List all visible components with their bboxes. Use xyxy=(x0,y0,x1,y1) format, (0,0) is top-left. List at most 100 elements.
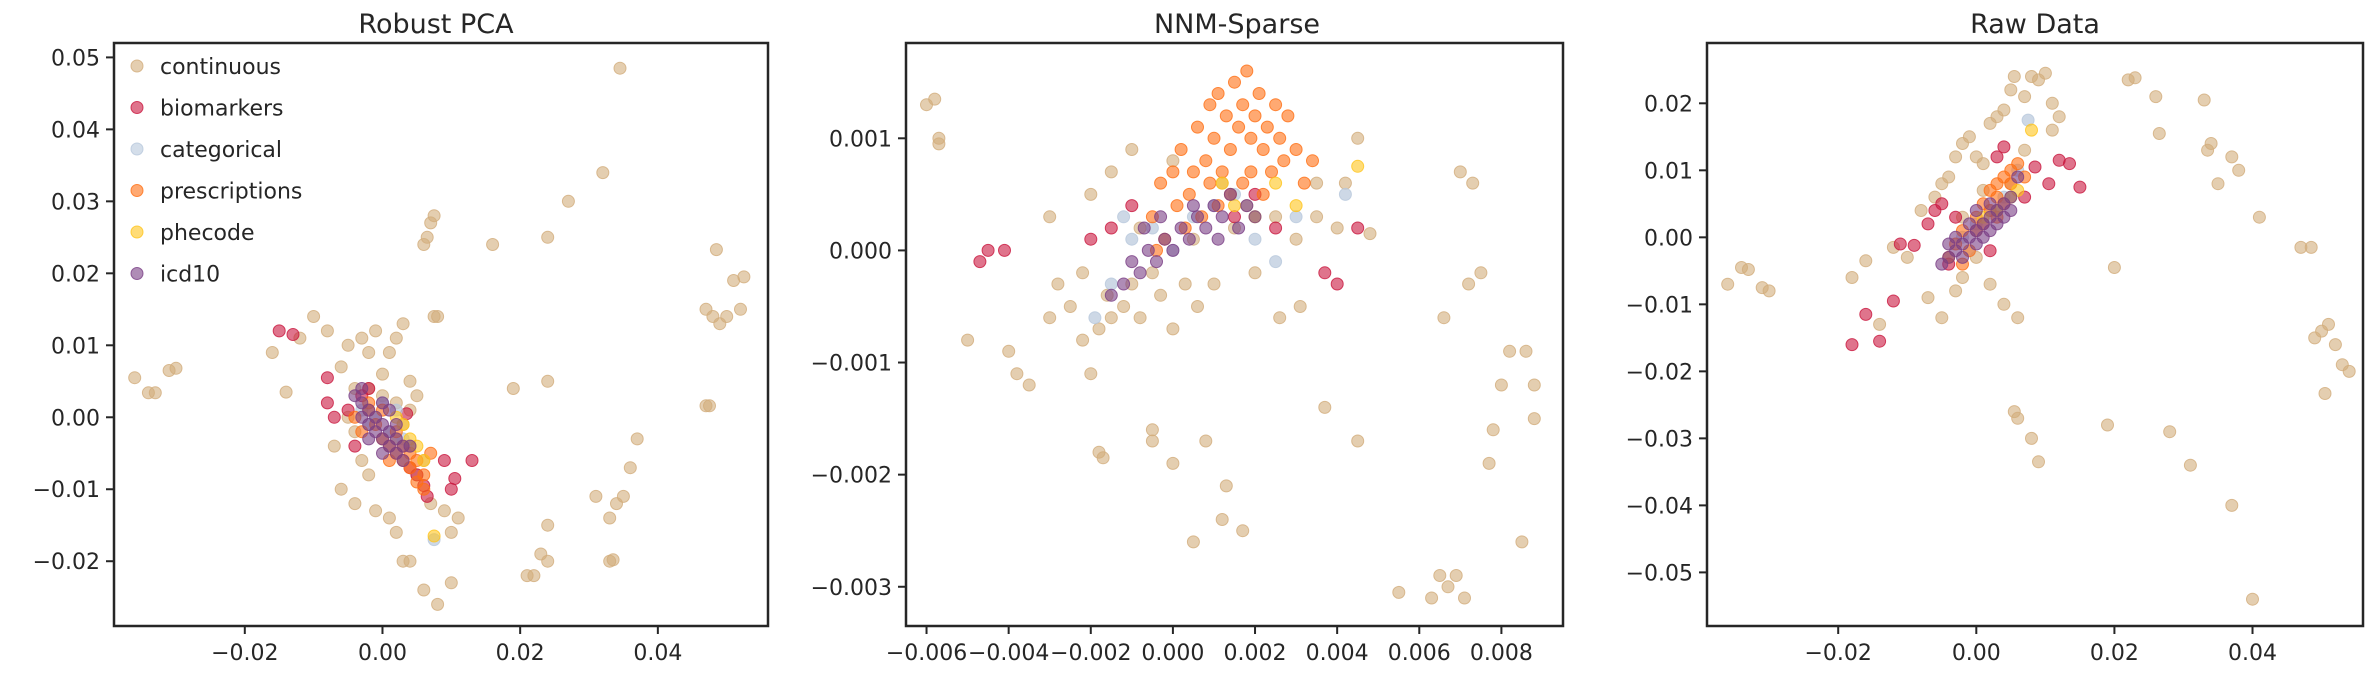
point-biomarkers xyxy=(1330,277,1344,291)
y-tick-label: −0.01 xyxy=(1626,293,1693,318)
point-icd10 xyxy=(1207,199,1221,213)
point-biomarkers xyxy=(1893,237,1907,251)
point-prescriptions xyxy=(1240,64,1254,78)
point-icd10 xyxy=(1154,210,1168,224)
point-icd10 xyxy=(1240,199,1254,213)
legend-marker-categorical xyxy=(130,142,144,156)
point-categorical xyxy=(1088,311,1102,325)
point-continuous xyxy=(1462,277,1476,291)
point-icd10 xyxy=(2004,190,2018,204)
subplot-title: Robust PCA xyxy=(358,9,514,40)
point-continuous xyxy=(1191,300,1204,313)
point-biomarkers xyxy=(2028,160,2042,174)
point-continuous xyxy=(1248,266,1262,280)
point-biomarkers xyxy=(1084,232,1098,246)
y-tick-label: 0.001 xyxy=(829,127,892,152)
point-biomarkers xyxy=(1318,266,1332,280)
point-continuous xyxy=(2328,338,2342,352)
y-tick-label: 0.000 xyxy=(829,239,892,264)
point-prescriptions xyxy=(1174,143,1188,156)
point-continuous xyxy=(2304,240,2318,254)
point-continuous xyxy=(1474,266,1488,280)
y-tick-label: −0.003 xyxy=(811,576,892,601)
point-continuous xyxy=(630,432,644,446)
x-tick-label: −0.006 xyxy=(886,641,967,666)
point-prescriptions xyxy=(1289,143,1303,156)
point-continuous xyxy=(1076,333,1090,347)
point-continuous xyxy=(2149,90,2163,104)
point-biomarkers xyxy=(973,255,987,269)
point-continuous xyxy=(355,454,369,467)
point-continuous xyxy=(1010,367,1024,381)
point-prescriptions xyxy=(417,482,431,496)
point-continuous xyxy=(2183,458,2197,472)
x-tick-label: −0.004 xyxy=(968,641,1049,666)
point-prescriptions xyxy=(1277,154,1291,168)
point-biomarkers xyxy=(320,396,334,410)
point-continuous xyxy=(348,497,362,511)
point-phecode xyxy=(1289,199,1303,213)
y-tick-label: −0.02 xyxy=(33,550,100,575)
point-icd10 xyxy=(1104,288,1118,302)
point-continuous xyxy=(1236,524,1250,538)
point-prescriptions xyxy=(1211,87,1225,100)
point-continuous xyxy=(410,389,424,403)
scatter-points xyxy=(1721,66,2356,606)
point-continuous xyxy=(128,371,142,385)
point-continuous xyxy=(1104,311,1118,325)
point-continuous xyxy=(1741,263,1755,276)
point-continuous xyxy=(616,489,630,503)
point-biomarkers xyxy=(444,482,458,496)
point-continuous xyxy=(396,317,410,331)
point-icd10 xyxy=(362,432,376,446)
point-continuous xyxy=(1466,176,1480,190)
point-continuous xyxy=(2246,592,2259,606)
point-continuous xyxy=(1997,103,2011,117)
point-continuous xyxy=(334,482,348,496)
point-biomarkers xyxy=(1990,150,2004,164)
point-biomarkers xyxy=(2063,157,2076,171)
x-tick-label: 0.00 xyxy=(1952,641,2001,666)
plot-frame xyxy=(112,41,770,628)
x-tick-label: 0.04 xyxy=(633,641,682,666)
point-continuous xyxy=(403,374,417,388)
point-continuous xyxy=(1207,277,1221,291)
point-continuous xyxy=(2011,411,2025,425)
y-tick-label: 0.01 xyxy=(51,334,100,359)
point-continuous xyxy=(382,511,396,525)
point-biomarkers xyxy=(286,328,300,341)
point-continuous xyxy=(362,468,376,482)
point-prescriptions xyxy=(1990,177,2004,191)
point-icd10 xyxy=(1199,221,1213,235)
point-icd10 xyxy=(355,382,369,395)
point-continuous xyxy=(1178,277,1192,291)
point-continuous xyxy=(1494,378,1508,392)
point-continuous xyxy=(541,230,555,244)
x-tick-label: 0.02 xyxy=(496,641,545,666)
point-continuous xyxy=(2318,387,2332,400)
point-continuous xyxy=(603,511,617,525)
point-continuous xyxy=(1166,456,1180,470)
point-continuous xyxy=(1976,157,1990,171)
point-continuous xyxy=(2038,66,2052,80)
point-categorical xyxy=(1104,277,1118,291)
point-continuous xyxy=(1145,423,1159,437)
point-icd10 xyxy=(1191,210,1204,224)
point-continuous xyxy=(1104,165,1118,179)
point-biomarkers xyxy=(1983,244,1997,258)
point-continuous xyxy=(1527,412,1541,426)
point-continuous xyxy=(362,346,376,359)
point-icd10 xyxy=(2004,204,2018,217)
point-continuous xyxy=(1002,344,1016,358)
subplot-nnm-sparse: NNM-Sparse −0.006 −0.004 −0.002 0.000 0.002 0… xyxy=(811,9,1565,666)
legend-label-biomarkers: biomarkers xyxy=(160,97,284,122)
point-continuous xyxy=(355,331,369,345)
point-prescriptions xyxy=(417,468,431,482)
point-continuous xyxy=(2322,317,2335,331)
point-continuous xyxy=(1914,204,1928,217)
point-continuous xyxy=(506,382,520,395)
point-continuous xyxy=(1351,131,1365,145)
legend-label-icd10: icd10 xyxy=(160,263,220,288)
point-icd10 xyxy=(1211,232,1225,246)
